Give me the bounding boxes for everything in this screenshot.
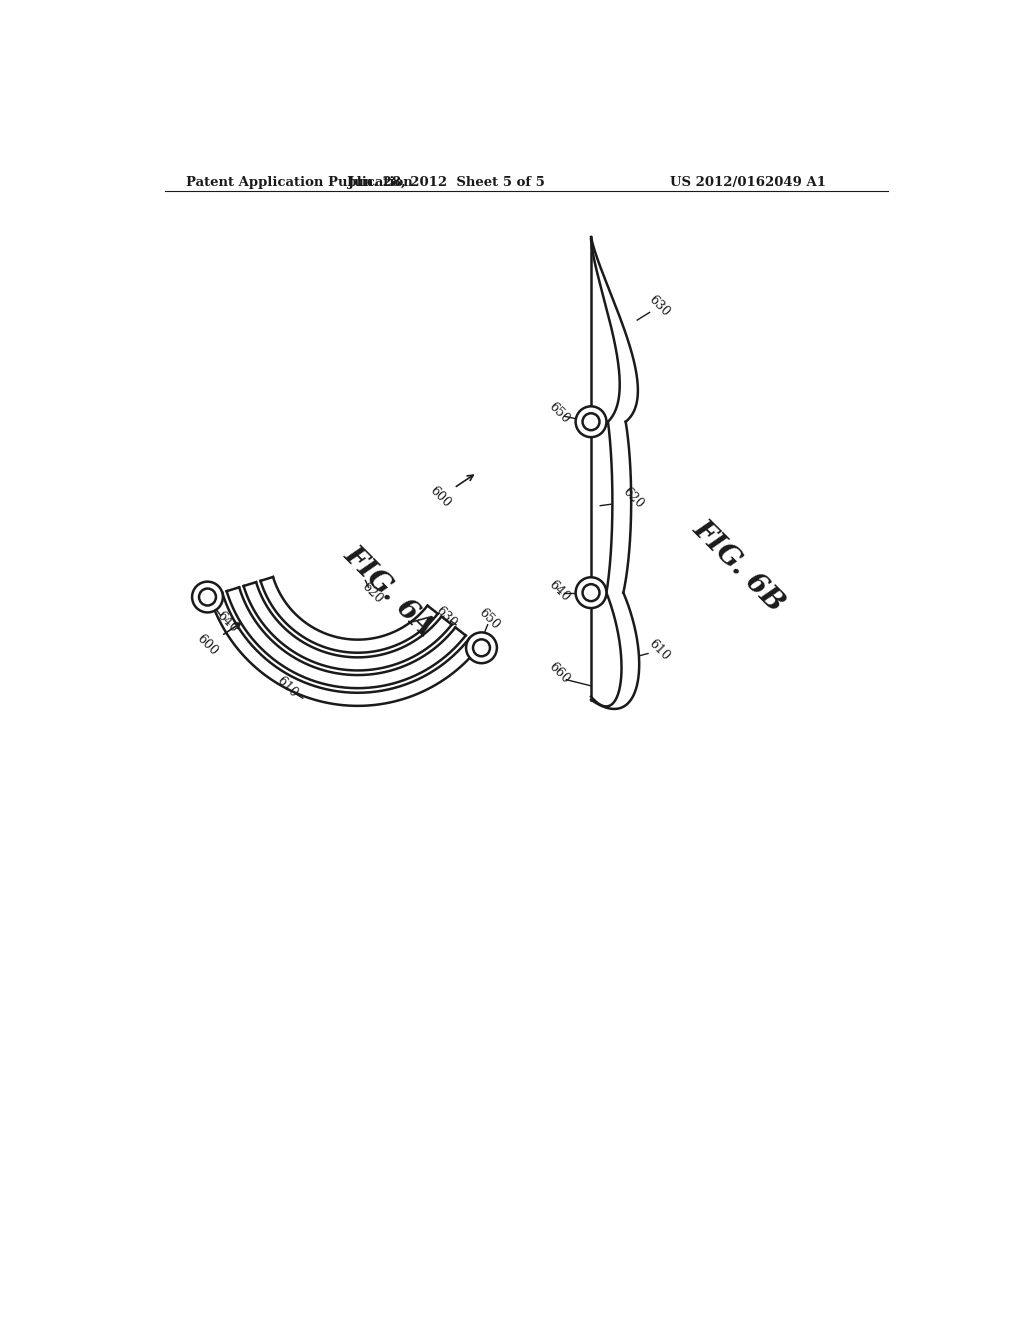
Text: 640: 640 bbox=[546, 578, 571, 605]
Text: 640: 640 bbox=[214, 609, 240, 635]
Text: 650: 650 bbox=[476, 606, 502, 631]
Circle shape bbox=[575, 407, 606, 437]
Text: 650: 650 bbox=[546, 400, 571, 425]
Circle shape bbox=[583, 413, 599, 430]
Polygon shape bbox=[591, 593, 639, 709]
Text: 600: 600 bbox=[195, 632, 220, 659]
Circle shape bbox=[466, 632, 497, 663]
Text: FIG. 6A: FIG. 6A bbox=[338, 541, 439, 642]
Text: Jun. 28, 2012  Sheet 5 of 5: Jun. 28, 2012 Sheet 5 of 5 bbox=[348, 176, 545, 189]
Text: US 2012/0162049 A1: US 2012/0162049 A1 bbox=[670, 176, 825, 189]
Text: 660: 660 bbox=[546, 660, 571, 686]
Circle shape bbox=[199, 589, 216, 606]
Text: 620: 620 bbox=[621, 484, 646, 511]
Text: 630: 630 bbox=[433, 605, 459, 630]
Circle shape bbox=[473, 639, 489, 656]
Text: Patent Application Publication: Patent Application Publication bbox=[186, 176, 413, 189]
Circle shape bbox=[583, 585, 599, 601]
Polygon shape bbox=[210, 593, 479, 706]
Circle shape bbox=[193, 582, 223, 612]
Circle shape bbox=[575, 577, 606, 609]
Polygon shape bbox=[244, 582, 452, 671]
Text: 610: 610 bbox=[274, 675, 300, 701]
Polygon shape bbox=[606, 422, 631, 593]
Polygon shape bbox=[260, 577, 438, 652]
Text: FIG. 6B: FIG. 6B bbox=[688, 515, 790, 618]
Polygon shape bbox=[591, 238, 638, 422]
Text: 610: 610 bbox=[646, 636, 672, 663]
Text: 620: 620 bbox=[358, 581, 385, 606]
Text: 630: 630 bbox=[646, 293, 672, 319]
Text: 600: 600 bbox=[427, 484, 454, 511]
Polygon shape bbox=[226, 587, 466, 688]
